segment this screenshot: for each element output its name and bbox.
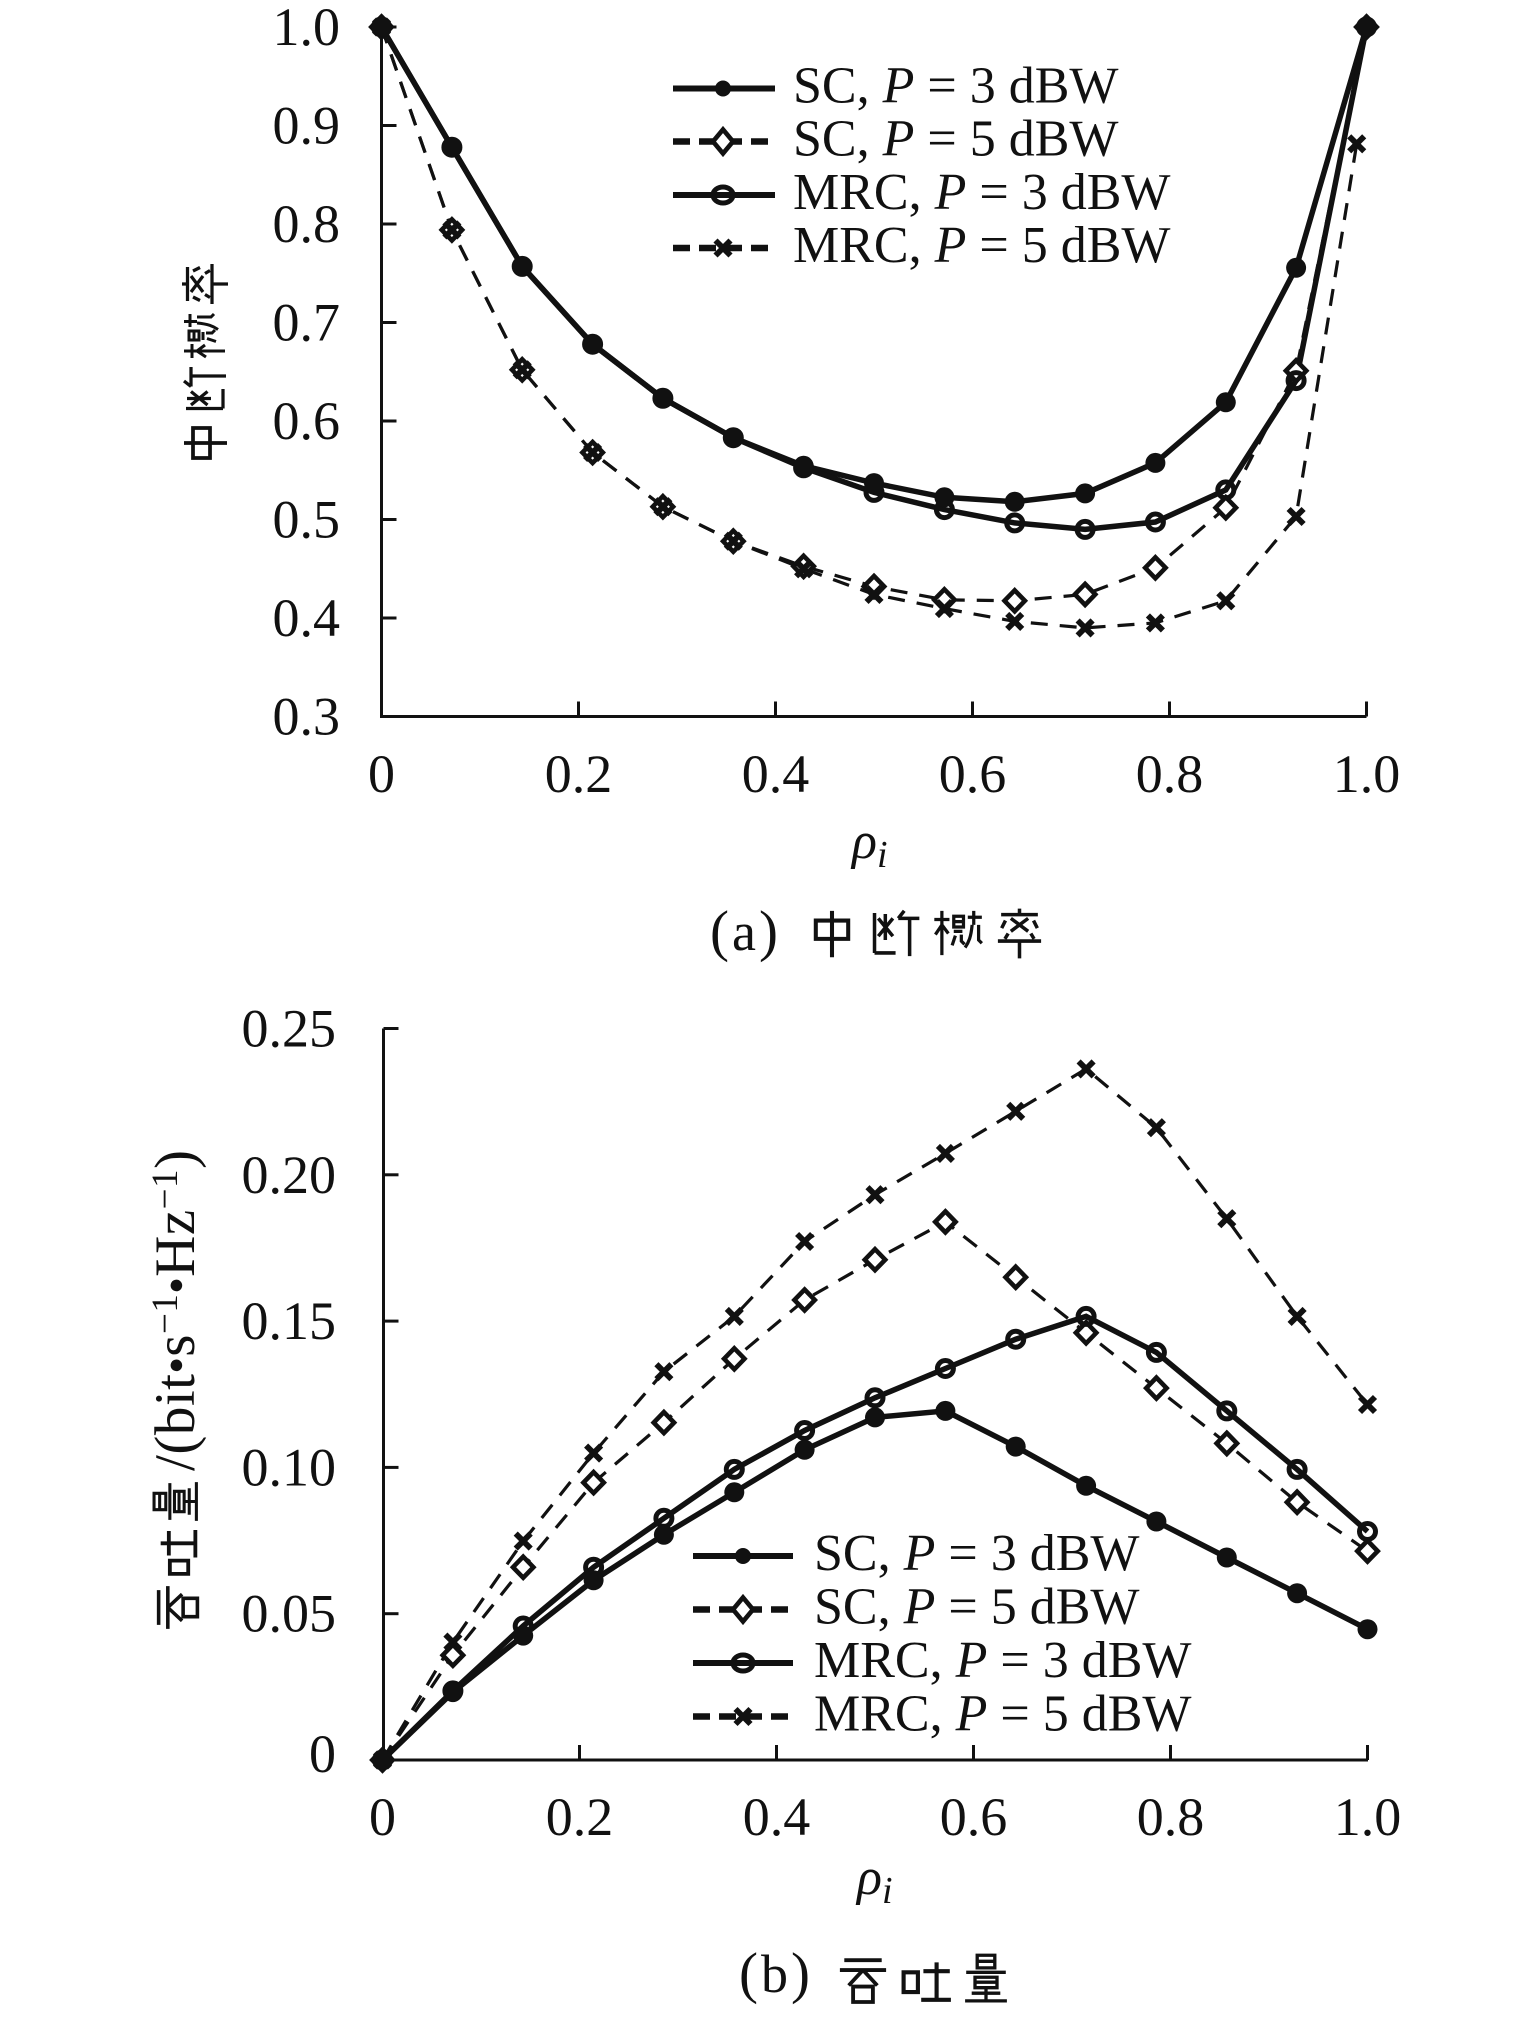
svg-text:0.05: 0.05 (242, 1584, 337, 1644)
svg-text:MRC, P = 3 dBW: MRC, P = 3 dBW (793, 164, 1170, 221)
svg-text:(b): (b) (739, 1942, 813, 2005)
svg-text:0.6: 0.6 (273, 391, 341, 451)
svg-text:MRC, P = 5 dBW: MRC, P = 5 dBW (814, 1686, 1191, 1743)
svg-text:0: 0 (309, 1724, 336, 1784)
svg-text:0.15: 0.15 (242, 1291, 337, 1351)
svg-text:0.6: 0.6 (939, 744, 1007, 804)
svg-text:0.10: 0.10 (242, 1437, 337, 1497)
svg-text:MRC, P = 5 dBW: MRC, P = 5 dBW (793, 217, 1170, 274)
svg-text:SC, P = 3 dBW: SC, P = 3 dBW (814, 1525, 1139, 1582)
svg-text:0.20: 0.20 (242, 1145, 337, 1205)
svg-text:0.9: 0.9 (273, 96, 341, 156)
svg-text:0.4: 0.4 (743, 1787, 811, 1847)
svg-text:0.5: 0.5 (273, 490, 341, 550)
svg-text:0.6: 0.6 (940, 1787, 1008, 1847)
svg-text:SC, P = 3 dBW: SC, P = 3 dBW (793, 58, 1118, 115)
svg-text:0.2: 0.2 (546, 1787, 614, 1847)
svg-text:0.4: 0.4 (273, 588, 341, 648)
svg-text:0: 0 (368, 744, 395, 804)
svg-text:0.4: 0.4 (742, 744, 810, 804)
svg-text:0.8: 0.8 (1137, 1787, 1205, 1847)
svg-text:1.0: 1.0 (273, 0, 341, 57)
svg-text:(a): (a) (710, 900, 781, 963)
svg-text:0.8: 0.8 (1136, 744, 1204, 804)
svg-text:ρi: ρi (855, 1849, 893, 1912)
svg-text:1.0: 1.0 (1334, 1787, 1402, 1847)
svg-text:SC, P = 5 dBW: SC, P = 5 dBW (793, 111, 1118, 168)
svg-text:0.7: 0.7 (273, 293, 341, 353)
svg-text:0.2: 0.2 (545, 744, 613, 804)
svg-text:0.25: 0.25 (242, 999, 337, 1059)
svg-text:MRC, P = 3 dBW: MRC, P = 3 dBW (814, 1632, 1191, 1689)
svg-text:0.8: 0.8 (273, 194, 341, 254)
svg-text:0.3: 0.3 (273, 687, 341, 747)
svg-text:1.0: 1.0 (1333, 744, 1401, 804)
svg-text:SC, P = 5 dBW: SC, P = 5 dBW (814, 1579, 1139, 1636)
svg-text:0: 0 (369, 1787, 396, 1847)
